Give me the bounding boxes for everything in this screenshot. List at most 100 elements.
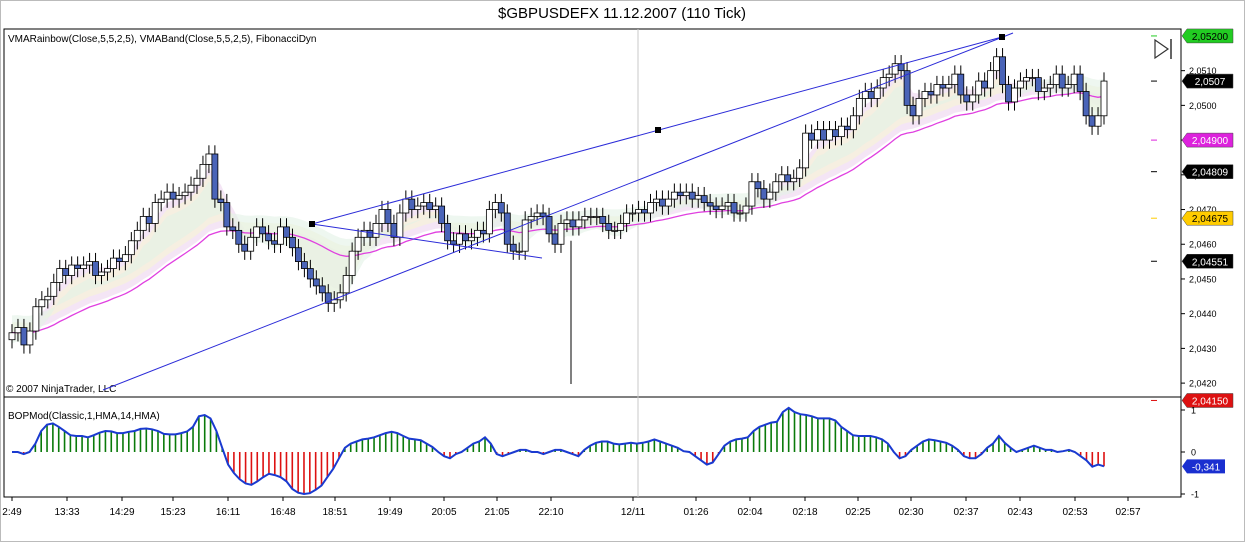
candle-body[interactable]: [462, 233, 469, 242]
candle-body[interactable]: [378, 209, 386, 224]
candle-body[interactable]: [1064, 84, 1072, 89]
candle-body[interactable]: [253, 226, 261, 238]
candle-body[interactable]: [396, 212, 404, 238]
candle-body[interactable]: [981, 80, 989, 89]
candle-body[interactable]: [1017, 80, 1024, 89]
candle-body[interactable]: [611, 229, 619, 232]
candle-body[interactable]: [116, 257, 123, 263]
candle-body[interactable]: [104, 268, 111, 273]
candle-body[interactable]: [44, 295, 52, 301]
candle-body[interactable]: [205, 153, 213, 165]
trendline-lower[interactable]: [102, 32, 1014, 391]
candle-body[interactable]: [235, 229, 243, 245]
trendline-anchor[interactable]: [309, 221, 315, 227]
candle-body[interactable]: [271, 240, 278, 245]
candle-body[interactable]: [342, 275, 350, 294]
candle-body[interactable]: [110, 257, 117, 269]
candle-body[interactable]: [384, 209, 392, 224]
candle-body[interactable]: [312, 278, 320, 287]
candle-body[interactable]: [324, 292, 332, 304]
candle-body[interactable]: [778, 174, 786, 183]
candle-body[interactable]: [670, 191, 678, 200]
candle-body[interactable]: [480, 229, 487, 235]
candle-body[interactable]: [885, 73, 893, 79]
candle-body[interactable]: [1011, 87, 1018, 103]
candle-body[interactable]: [1082, 91, 1090, 117]
candle-body[interactable]: [832, 129, 839, 138]
candle-body[interactable]: [712, 205, 720, 210]
candle-body[interactable]: [432, 205, 440, 210]
candle-body[interactable]: [849, 115, 857, 131]
candle-body[interactable]: [372, 223, 380, 238]
candle-body[interactable]: [730, 202, 738, 214]
candle-body[interactable]: [438, 205, 446, 224]
candle-body[interactable]: [706, 202, 714, 207]
candle-body[interactable]: [909, 104, 917, 117]
candle-body[interactable]: [211, 153, 219, 200]
candle-body[interactable]: [217, 198, 225, 203]
candle-body[interactable]: [569, 219, 577, 228]
candle-body[interactable]: [844, 125, 851, 131]
candle-body[interactable]: [92, 261, 99, 276]
candle-body[interactable]: [897, 63, 905, 72]
candle-body[interactable]: [14, 327, 22, 334]
play-to-end-icon[interactable]: [1154, 38, 1172, 60]
trendline-anchor[interactable]: [999, 34, 1005, 40]
candle-body[interactable]: [318, 285, 326, 294]
candle-body[interactable]: [62, 268, 70, 276]
candle-body[interactable]: [68, 264, 76, 276]
candle-body[interactable]: [921, 91, 929, 99]
candle-body[interactable]: [867, 91, 875, 99]
candle-body[interactable]: [247, 236, 255, 252]
candle-body[interactable]: [718, 205, 726, 210]
candle-body[interactable]: [724, 202, 732, 207]
candle-body[interactable]: [808, 132, 816, 141]
candle-body[interactable]: [993, 56, 1000, 72]
candle-body[interactable]: [1076, 73, 1084, 92]
candle-body[interactable]: [688, 191, 696, 200]
candle-body[interactable]: [599, 216, 607, 224]
candle-body[interactable]: [402, 198, 410, 214]
candle-body[interactable]: [354, 236, 362, 252]
candle-body[interactable]: [187, 184, 195, 193]
candle-body[interactable]: [587, 216, 595, 218]
candle-body[interactable]: [157, 198, 165, 203]
candle-body[interactable]: [969, 94, 977, 103]
candle-body[interactable]: [659, 198, 666, 207]
candle-body[interactable]: [1023, 77, 1030, 82]
candle-body[interactable]: [1028, 77, 1036, 80]
candle-body[interactable]: [336, 292, 344, 301]
candle-body[interactable]: [306, 268, 314, 280]
candle-body[interactable]: [814, 129, 821, 141]
candle-body[interactable]: [676, 191, 684, 197]
candle-body[interactable]: [127, 240, 135, 256]
candle-body[interactable]: [145, 216, 153, 224]
candle-body[interactable]: [790, 177, 798, 183]
candle-body[interactable]: [265, 233, 272, 242]
candle-body[interactable]: [456, 233, 463, 245]
candle-body[interactable]: [927, 91, 935, 96]
candle-body[interactable]: [426, 202, 434, 210]
candle-body[interactable]: [1100, 80, 1108, 117]
candle-body[interactable]: [32, 306, 40, 332]
candle-body[interactable]: [121, 254, 129, 263]
candle-body[interactable]: [664, 198, 672, 207]
candle-body[interactable]: [26, 330, 34, 346]
candle-body[interactable]: [838, 125, 845, 138]
candle-body[interactable]: [623, 212, 631, 224]
candle-body[interactable]: [1058, 73, 1066, 89]
candle-body[interactable]: [1046, 84, 1054, 89]
candle-body[interactable]: [444, 223, 452, 242]
candle-body[interactable]: [784, 174, 792, 183]
candle-body[interactable]: [199, 163, 207, 179]
candle-body[interactable]: [1088, 115, 1096, 127]
candle-body[interactable]: [289, 236, 296, 249]
candle-body[interactable]: [491, 202, 499, 210]
candle-body[interactable]: [742, 205, 750, 214]
candle-body[interactable]: [229, 226, 237, 231]
candle-body[interactable]: [503, 212, 511, 245]
candle-body[interactable]: [163, 191, 171, 200]
candle-body[interactable]: [855, 98, 863, 117]
candle-body[interactable]: [760, 188, 768, 200]
